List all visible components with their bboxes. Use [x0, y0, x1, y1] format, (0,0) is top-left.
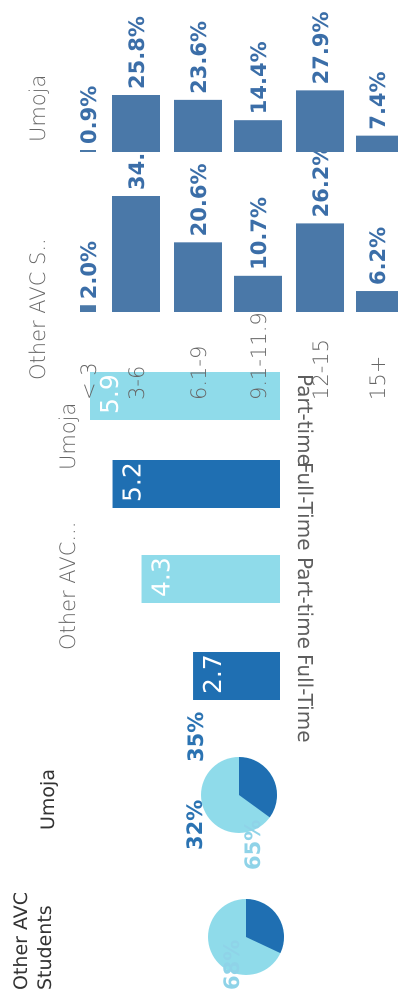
units-category-label: Full-Time [293, 462, 317, 551]
units-bar-value: 2.7 [198, 654, 227, 694]
pie-label-light: 68% [220, 940, 244, 990]
dist-bar-other [112, 196, 160, 312]
dist-bar-other [356, 291, 398, 312]
units-bar-value: 5.9 [95, 374, 124, 414]
units-category-label: Part-time [293, 557, 317, 649]
dist-bar-umoja [112, 95, 160, 152]
dist-bar-other [80, 305, 96, 312]
units-bar [90, 372, 280, 420]
pie-label-dark: 35% [184, 712, 208, 762]
units-bar-value: 5.2 [118, 462, 147, 502]
units-bar [141, 555, 280, 603]
dist-bar-label-other: 20.6% [187, 163, 211, 236]
dist-bar-umoja [356, 135, 398, 152]
dist-category-label: 12-15 [309, 339, 333, 400]
pie-group-label: Umoja [37, 769, 59, 830]
pie-label-dark: 32% [183, 800, 207, 850]
units-bar-chart-section: 2.7 Full-Time 4.3 Part-time 5.2 Full-Time 5.9 P… [56, 372, 317, 743]
distribution-bar-chart-section: 2.0%0.9%< 334.3%25.8%3-620.6%23.6%6.1-91… [26, 12, 398, 400]
pie-label-light: 65% [241, 820, 265, 870]
pie-chart-section: 32% 68% Other AVC Students 35% 65% Umoja [10, 712, 284, 990]
dist-category-label: 15+ [366, 356, 390, 400]
dist-category-label: < 3 [77, 362, 101, 400]
dist-bar-umoja [234, 120, 282, 152]
dist-series-label-umoja: Umoja [26, 75, 50, 142]
dist-bar-label-other: 2.0% [77, 241, 101, 299]
dist-series-label-other: Other AVC S.. [26, 238, 50, 380]
units-bar [112, 460, 280, 508]
dist-bar-label-umoja: 25.8% [125, 16, 149, 89]
dist-bar-label-other: 26.2% [309, 145, 333, 218]
dist-bar-umoja [80, 150, 96, 152]
units-category-label: Full-Time [293, 654, 317, 743]
dist-category-label: 6.1-9 [187, 346, 211, 400]
pie-slice-dark [239, 757, 277, 818]
units-category-label: Part-time [293, 374, 317, 466]
dist-bar-label-umoja: 23.6% [187, 21, 211, 94]
dist-bar-other [234, 275, 282, 312]
dist-bar-umoja [174, 99, 222, 152]
dist-bar-label-umoja: 27.9% [309, 12, 333, 85]
dist-category-label: 3-6 [125, 366, 149, 400]
pie-group-label: Other AVC [10, 892, 32, 990]
units-group-label: Other AVC... [56, 522, 80, 650]
dist-bar-label-other: 10.7% [247, 197, 271, 270]
dist-category-label: 9.1-11.9 [247, 312, 271, 400]
dist-bar-other [296, 223, 344, 312]
dist-bar-label-umoja: 14.4% [247, 41, 271, 114]
pie-group-label: Students [34, 905, 56, 990]
units-bar-value: 4.3 [147, 557, 176, 597]
pie-slice-dark [246, 899, 284, 954]
dist-bar-label-other: 6.2% [366, 227, 390, 285]
dist-bar-other [174, 242, 222, 312]
dist-bar-umoja [296, 90, 344, 152]
dist-bar-label-umoja: 0.9% [77, 86, 101, 144]
units-bar [193, 652, 280, 700]
dist-bar-label-umoja: 7.4% [366, 71, 390, 129]
units-group-label: Umoja [56, 403, 80, 470]
